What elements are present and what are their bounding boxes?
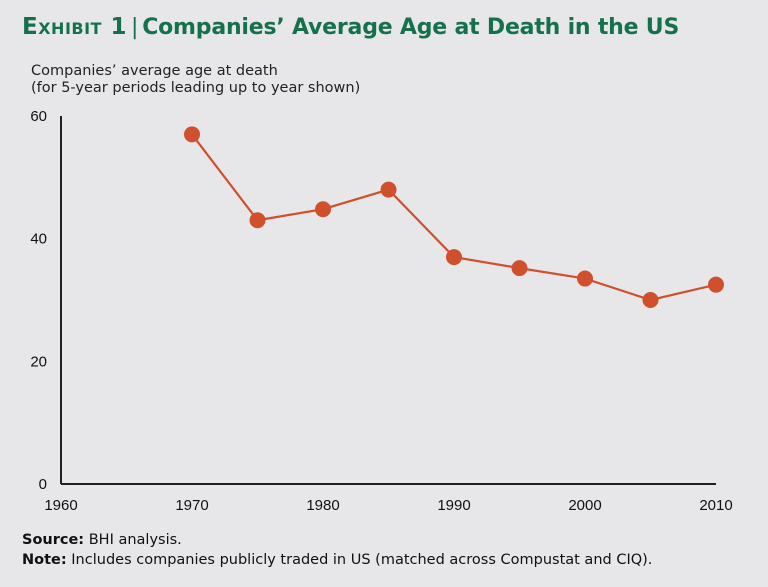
series-group [184, 126, 724, 308]
data-point [249, 212, 266, 229]
note-text: Includes companies publicly traded in US… [71, 552, 653, 568]
y-tick-label: 40 [30, 231, 47, 248]
data-point [184, 126, 200, 143]
data-point [642, 292, 659, 308]
exhibit-label: Exhibit 1 [22, 14, 127, 40]
y-axis-title-line-1: Companies’ average age at death [31, 63, 278, 79]
x-tick-label: 1980 [306, 497, 339, 514]
x-tick-label: 1970 [175, 497, 208, 514]
data-point [380, 181, 397, 198]
x-tick-label: 2000 [568, 497, 601, 514]
data-point [446, 249, 462, 266]
data-point [577, 270, 593, 287]
series-line [191, 133, 717, 302]
data-point [315, 201, 331, 218]
x-tick-label: 1990 [437, 497, 470, 514]
x-tick-label: 2010 [699, 497, 732, 514]
data-point [708, 276, 724, 293]
title-separator: | [130, 15, 139, 40]
footer: Source: BHI analysis. Note: Includes com… [22, 530, 652, 570]
source-label: Source: [22, 532, 85, 548]
source-line: Source: BHI analysis. [22, 530, 652, 550]
note-label: Note: [22, 552, 67, 568]
y-axis-title-line-2: (for 5-year periods leading up to year s… [31, 80, 361, 96]
source-text: BHI analysis. [88, 532, 182, 548]
x-tick-label: 1960 [44, 497, 77, 514]
y-tick-label: 20 [30, 353, 47, 370]
x-tick-labels: 1960 1970 1980 1990 2000 2010 [44, 497, 732, 514]
y-axis-title: Companies’ average age at death (for 5-y… [31, 63, 360, 97]
title-text: Companies’ Average Age at Death in the U… [142, 15, 680, 40]
y-tick-label: 60 [30, 108, 47, 125]
data-point [511, 260, 528, 277]
y-tick-label: 0 [39, 476, 47, 493]
axes [60, 116, 716, 485]
chart-title: Exhibit 1 | Companies’ Average Age at Deat… [22, 14, 679, 40]
y-tick-labels: 0 20 40 60 [30, 108, 47, 493]
note-line: Note: Includes companies publicly traded… [22, 550, 652, 570]
